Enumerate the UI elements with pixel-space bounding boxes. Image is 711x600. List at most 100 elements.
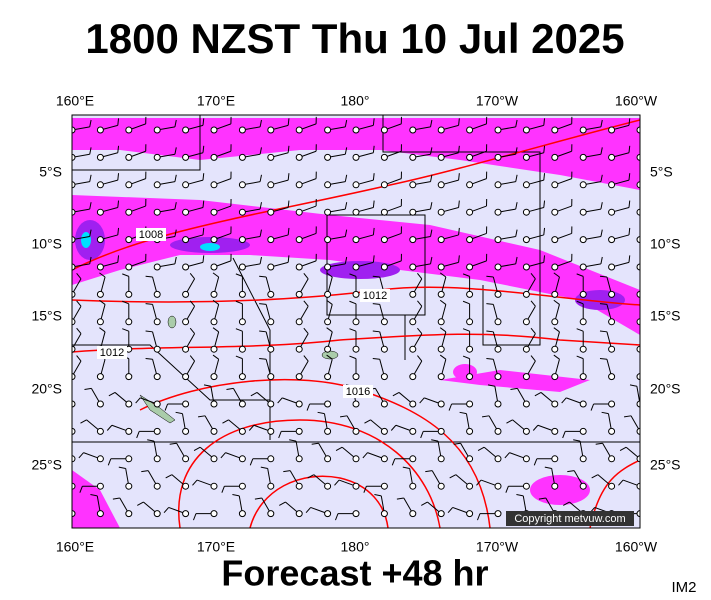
wind-barb [551,318,559,326]
wind-barb [530,273,536,280]
wind-barb [210,427,218,435]
wind-barb [437,236,445,244]
wind-barb [267,181,275,189]
wind-barb [287,118,290,126]
wind-barb [639,129,640,130]
wind-barb [628,118,631,126]
wind-barb [437,208,445,216]
wind-barb [259,229,262,237]
wind-barb [349,355,357,360]
wind-barb [352,400,360,408]
wind-barb [344,174,348,182]
wind-barb [553,354,560,360]
wind-barb [352,482,360,490]
copyright-box [506,511,634,526]
wind-barb [349,328,357,332]
wind-barb [639,211,640,213]
wind-barb [212,299,219,305]
wind-barb [344,202,348,210]
wind-barb [409,126,417,134]
wind-barb [125,455,133,463]
wind-barb [380,400,388,408]
wind-barb [153,400,161,408]
wind-barb [125,181,133,189]
wind-barb [50,480,55,485]
title: 1800 NZST Thu 10 Jul 2025 [85,15,624,62]
wind-barb [295,290,303,298]
wind-barb [295,181,303,189]
wind-barb [608,318,616,326]
wind-barb [390,424,397,431]
wind-barb [210,290,218,298]
wind-barb [551,263,559,271]
wind-barb [567,470,575,473]
bottom-label: 170°W [476,539,519,555]
wind-barb [125,290,133,298]
wind-barb [487,384,495,387]
wind-barb [579,263,587,271]
wind-barb [125,318,133,326]
wind-barb [174,147,177,155]
wind-barb [391,458,396,466]
wind-barb [636,400,640,408]
wind-barb [409,455,417,463]
wind-barb [226,387,234,390]
wind-barb [439,272,447,278]
wind-barb [458,227,460,235]
wind-barb [600,119,603,127]
isobar-label: 1012 [363,290,387,302]
wind-barb [117,173,120,181]
wind-barb [608,427,616,435]
wind-barb [267,455,275,463]
wind-barb [324,345,332,353]
wind-barb [482,415,490,418]
wind-barb [543,118,546,126]
wind-barb [515,256,518,264]
wind-barb [380,126,388,134]
wind-barb [362,452,368,459]
wind-barb [259,275,267,278]
wind-barb [324,400,332,408]
wind-barb [117,255,120,263]
wind-barb [522,345,530,353]
wind-barb [628,173,631,181]
wind-barb [344,229,348,237]
right-label: 10°S [650,236,681,252]
wind-barb [599,330,607,333]
wind-barb [249,458,254,466]
wind-barb [374,494,382,497]
wind-barb [96,482,104,490]
wind-barb [372,145,375,153]
wind-barb [522,482,530,490]
wind-barb [538,497,546,500]
wind-barb [72,485,73,487]
wind-barb [522,263,530,271]
wind-barb [259,174,262,182]
wind-barb [89,174,92,182]
wind-barb [372,173,375,181]
wind-barb [636,126,640,134]
wind-barb [476,513,481,521]
wind-barb [287,200,290,208]
wind-barb [108,391,116,397]
wind-barb [629,384,637,387]
wind-barb [189,273,195,280]
left-label: 10°S [31,236,62,252]
wind-barb [189,327,195,334]
wind-barb [324,373,332,381]
wind-barb [352,427,360,435]
wind-barb [409,373,417,381]
wind-barb [305,507,312,514]
wind-barb [462,300,470,305]
wind-barb [260,466,268,469]
wind-barb [576,328,584,332]
wind-barb [430,147,433,155]
wind-barb [295,482,303,490]
wind-barb [99,299,106,305]
wind-barb [84,387,92,390]
wind-barb [210,373,218,381]
wind-barb [267,482,275,490]
wind-barb [76,300,82,307]
wind-barb [117,200,120,208]
wind-barb [437,290,445,298]
